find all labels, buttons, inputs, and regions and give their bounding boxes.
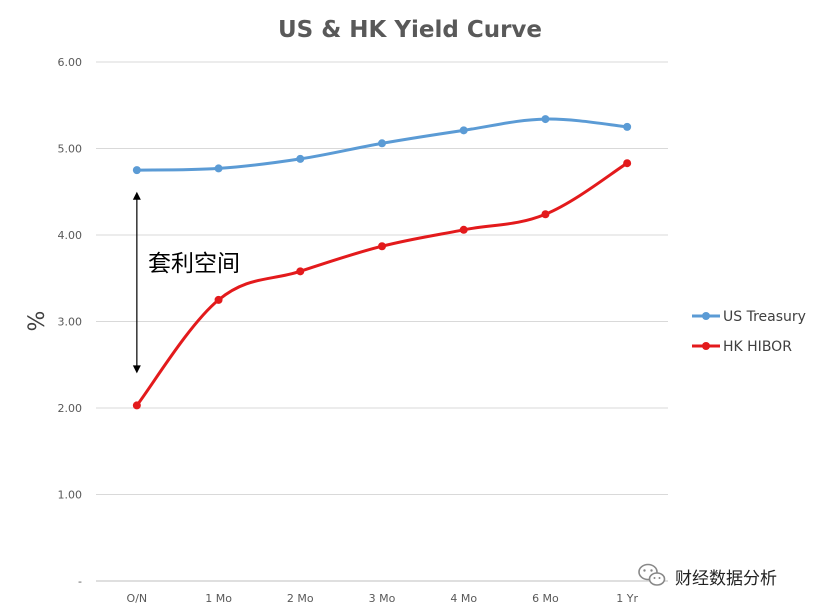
data-point (296, 267, 305, 276)
data-point (623, 159, 632, 168)
data-point (378, 242, 386, 251)
y-tick-label: - (78, 575, 82, 588)
data-point (214, 295, 223, 304)
y-axis-label: % (25, 311, 50, 332)
annotation-text: 套利空间 (148, 251, 240, 277)
data-point (541, 210, 550, 219)
chart-title: US & HK Yield Curve (278, 17, 542, 43)
series-group (132, 115, 632, 410)
x-axis-ticks: O/N 1 Mo 2 Mo 3 Mo 4 Mo 6 Mo 1 Yr (127, 592, 639, 605)
y-tick-label: 6.00 (58, 56, 83, 69)
annotation-arrowhead-up (132, 191, 141, 200)
legend-swatch-marker (702, 312, 710, 320)
gridlines (96, 61, 668, 582)
data-point (296, 154, 305, 163)
series-line (135, 161, 629, 407)
watermark: 财经数据分析 (638, 563, 777, 589)
y-tick-label: 5.00 (58, 143, 83, 156)
x-tick-label: 4 Mo (450, 592, 477, 605)
annotation-group: 套利空间 (132, 191, 240, 374)
data-point (132, 166, 141, 175)
x-tick-label: O/N (127, 592, 148, 605)
y-axis-ticks: - 1.00 2.00 3.00 4.00 5.00 6.00 (58, 56, 83, 588)
x-tick-label: 2 Mo (287, 592, 314, 605)
annotation-arrowhead-down (132, 365, 141, 374)
legend: US Treasury HK HIBOR (692, 309, 806, 355)
data-point (459, 126, 468, 135)
x-tick-label: 1 Yr (616, 592, 638, 605)
legend-swatch-marker (702, 342, 710, 350)
data-point (214, 164, 223, 173)
x-tick-label: 3 Mo (369, 592, 396, 605)
watermark-text: 财经数据分析 (675, 569, 777, 589)
legend-label: HK HIBOR (723, 339, 792, 355)
y-tick-label: 3.00 (58, 316, 83, 329)
y-tick-label: 4.00 (58, 229, 83, 242)
y-tick-label: 2.00 (58, 402, 83, 415)
y-tick-label: 1.00 (58, 489, 83, 502)
legend-label: US Treasury (723, 309, 806, 325)
data-point (623, 122, 632, 131)
data-point (459, 225, 468, 234)
data-point (541, 115, 550, 124)
wechat-icon (638, 563, 666, 586)
data-point (132, 401, 141, 410)
data-point (378, 139, 386, 148)
x-tick-label: 6 Mo (532, 592, 559, 605)
x-tick-label: 1 Mo (205, 592, 232, 605)
